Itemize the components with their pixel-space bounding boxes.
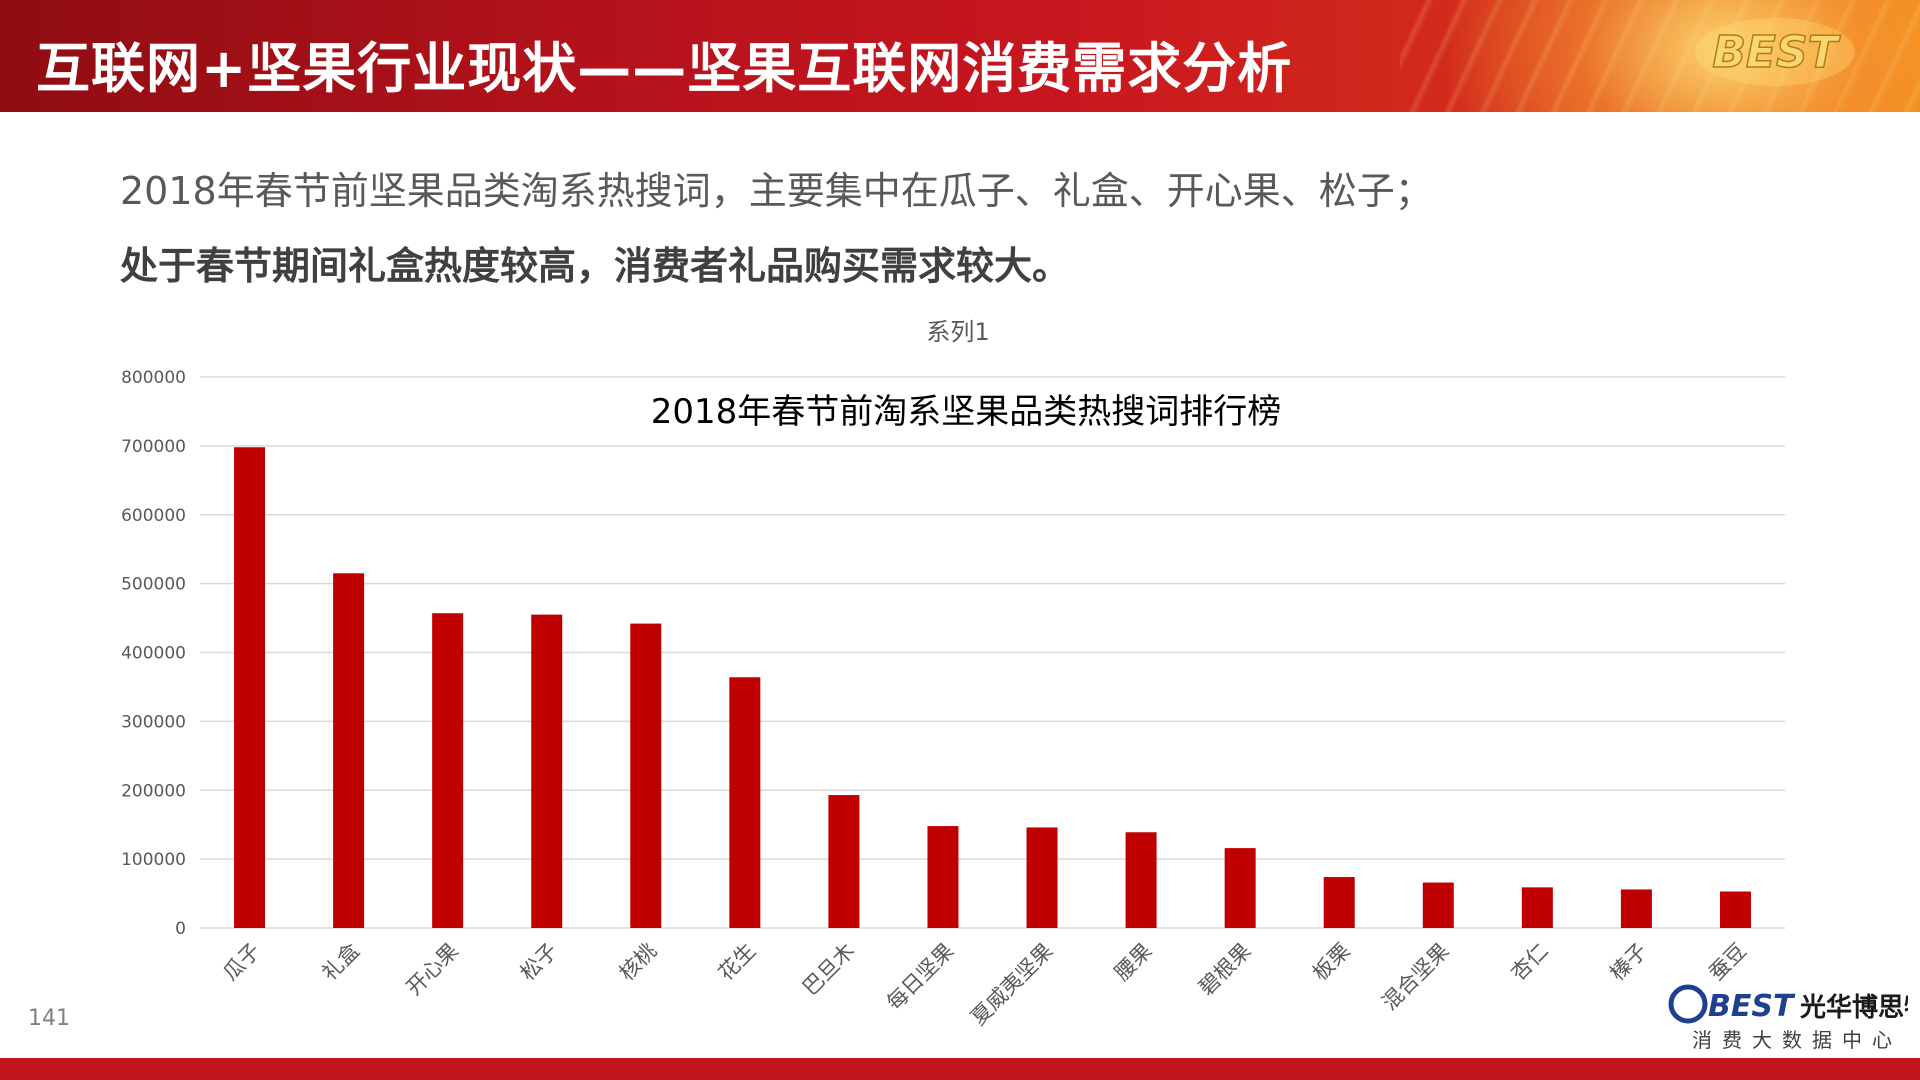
bar-1	[333, 573, 365, 928]
bar-4	[630, 623, 662, 928]
bar-3	[531, 614, 563, 928]
y-tick-label: 800000	[121, 368, 186, 388]
footer-logo: BEST 光华博思特	[1668, 984, 1908, 1024]
x-tick-label: 瓜子	[218, 939, 265, 986]
header-rays-decoration	[1400, 0, 1920, 112]
chart-bars	[234, 447, 1751, 928]
y-tick-label: 700000	[121, 437, 186, 457]
header-bar: 互联网+坚果行业现状——坚果互联网消费需求分析 BEST	[0, 0, 1920, 112]
bar-8	[1026, 827, 1058, 928]
bar-14	[1620, 889, 1652, 928]
summary-line-1: 2018年春节前坚果品类淘系热搜词，主要集中在瓜子、礼盒、开心果、松子；	[120, 169, 1433, 213]
chart-title: 2018年春节前淘系坚果品类热搜词排行榜	[651, 392, 1282, 432]
summary-line-2: 处于春节期间礼盒热度较高，消费者礼品购买需求较大。	[120, 244, 1071, 288]
footer-logo-mark: BEST	[1708, 989, 1796, 1024]
x-tick-label: 榛子	[1605, 939, 1652, 986]
bar-0	[234, 447, 266, 928]
bar-5	[729, 677, 761, 928]
chart-y-tick-labels: 0 100000 200000 300000 400000 500000 600000 700…	[121, 368, 186, 939]
bar-2	[432, 613, 464, 928]
x-tick-label: 板栗	[1308, 939, 1355, 986]
x-tick-label: 礼盒	[317, 939, 364, 986]
chart-x-tick-labels: 瓜子 礼盒 开心果 松子 核桃 花生 巴旦木 每日坚果 夏威夷坚果 腰果 碧根果 板栗 混合坚果 杏仁 榛子…	[218, 939, 1751, 1030]
x-tick-label: 腰果	[1110, 939, 1157, 986]
x-tick-label: 杏仁	[1506, 939, 1553, 986]
x-tick-label: 松子	[516, 939, 563, 986]
bar-chart: 系列1 0 100000 200000 300000 400000 500000 60000…	[121, 318, 1785, 1030]
y-tick-label: 200000	[121, 781, 186, 801]
x-tick-label: 碧根果	[1194, 939, 1256, 1001]
bar-11	[1323, 877, 1355, 928]
y-tick-label: 600000	[121, 506, 186, 526]
bar-9	[1125, 832, 1157, 928]
x-tick-label: 混合坚果	[1377, 939, 1453, 1015]
chart-legend-label: 系列1	[926, 318, 989, 346]
y-tick-label: 400000	[121, 644, 186, 664]
y-tick-label: 100000	[121, 850, 186, 870]
x-tick-label: 花生	[714, 939, 761, 986]
x-tick-label: 巴旦木	[798, 939, 860, 1001]
bar-10	[1224, 848, 1256, 928]
y-tick-label: 500000	[121, 575, 186, 595]
page-number: 141	[28, 1006, 70, 1031]
bar-15	[1719, 891, 1751, 928]
y-tick-label: 0	[175, 919, 186, 939]
y-tick-label: 300000	[121, 712, 186, 732]
page-title: 互联网+坚果行业现状——坚果互联网消费需求分析	[36, 37, 1293, 100]
best-badge-logo: BEST	[1695, 18, 1855, 86]
bar-13	[1521, 887, 1553, 928]
header-glow-decoration	[1440, 0, 1920, 112]
best-badge-text: BEST	[1712, 27, 1840, 78]
footer-logo-name: 光华博思特	[1799, 992, 1908, 1023]
x-tick-label: 开心果	[402, 939, 464, 1001]
bar-6	[828, 795, 860, 928]
x-tick-label: 夏威夷坚果	[966, 939, 1057, 1030]
footer-logo-subtitle: 消费大数据中心	[1692, 1028, 1902, 1052]
x-tick-label: 每日坚果	[882, 939, 958, 1015]
x-tick-label: 核桃	[615, 939, 662, 986]
bar-12	[1422, 882, 1454, 928]
chart-gridlines	[200, 376, 1785, 929]
bar-7	[927, 826, 959, 928]
x-tick-label: 蚕豆	[1704, 939, 1751, 986]
footer-bar	[0, 1058, 1920, 1080]
